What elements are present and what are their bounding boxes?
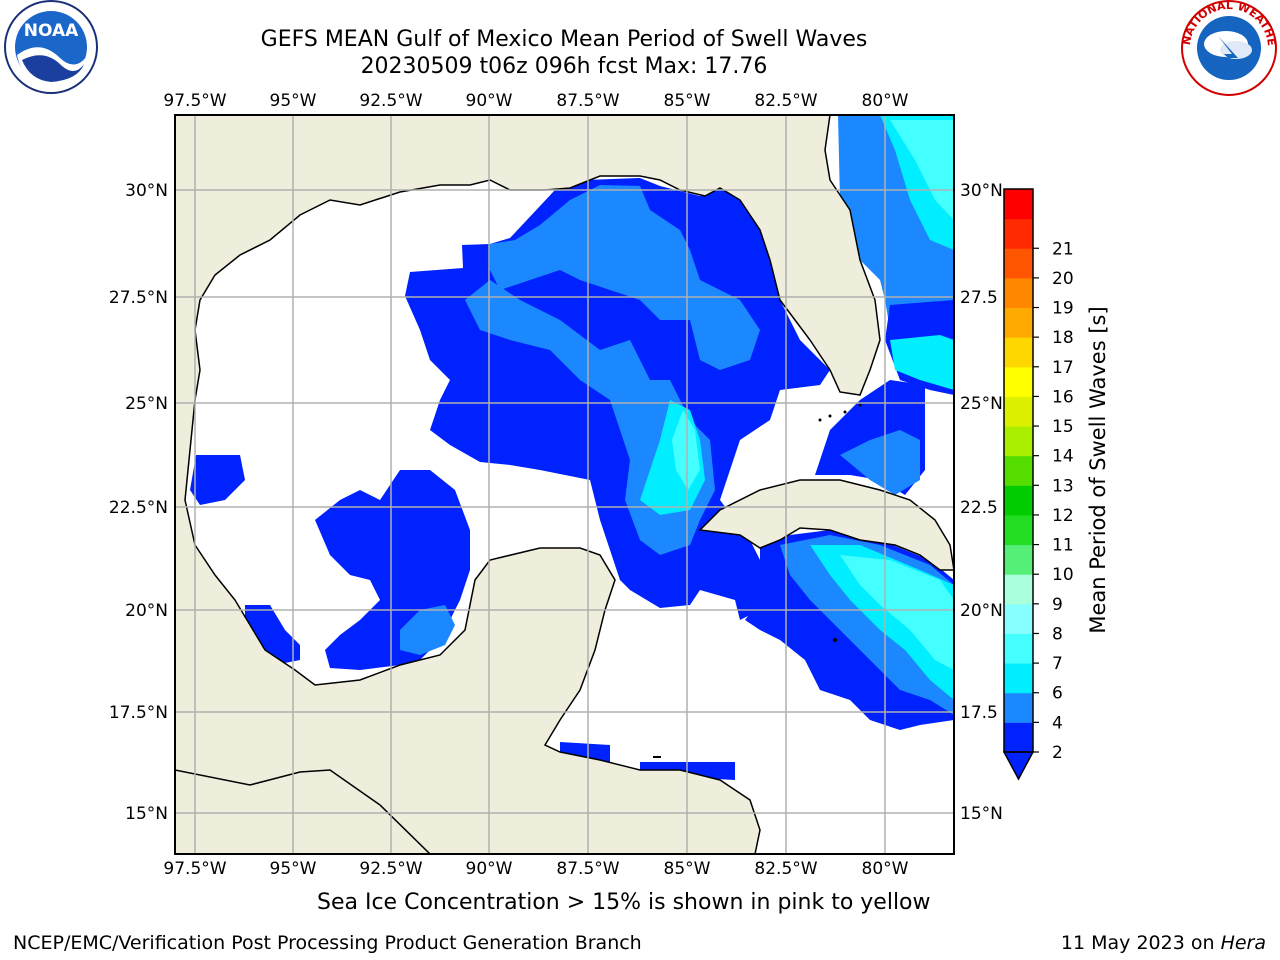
colorbar-tick-label: 14 [1052, 447, 1074, 467]
lon-tick: 80°W [862, 859, 909, 879]
lon-tick: 87.5°W [556, 859, 619, 879]
colorbar-tick-label: 15 [1052, 417, 1074, 437]
chart-title: GEFS MEAN Gulf of Mexico Mean Period of … [260, 27, 868, 52]
colorbar-bin [1004, 544, 1033, 575]
lon-labels-bottom: 97.5°W 95°W 92.5°W 90°W 87.5°W 85°W 82.5… [163, 859, 908, 879]
lon-tick: 82.5°W [754, 91, 817, 111]
colorbar-tick-label: 17 [1052, 358, 1074, 378]
colorbar-bin [1004, 663, 1033, 694]
footer-date: 11 May 2023 on Hera [1061, 932, 1266, 954]
colorbar-tick-label: 16 [1052, 387, 1074, 407]
colorbar-bin [1004, 722, 1033, 753]
colorbar-tick-label: 6 [1052, 684, 1063, 704]
colorbar-extend-arrow [1002, 751, 1035, 781]
lon-tick: 97.5°W [163, 91, 226, 111]
lat-tick: 20°N [960, 601, 1003, 621]
colorbar-tick-label: 8 [1052, 624, 1063, 644]
colorbar-tick-label: 11 [1052, 536, 1074, 556]
lat-labels-left: 30°N 27.5°N 25°N 22.5°N 20°N 17.5°N 15°N [109, 181, 168, 824]
lat-tick: 27.5°N [109, 288, 168, 308]
colorbar-bin [1004, 692, 1033, 723]
chart-subtitle: 20230509 t06z 096h fcst Max: 17.76 [360, 54, 768, 79]
colorbar-bin [1004, 485, 1033, 516]
lon-tick: 85°W [664, 859, 711, 879]
lat-tick: 30°N [960, 181, 1003, 201]
lat-tick: 22.5 [960, 498, 998, 518]
lon-tick: 97.5°W [163, 859, 226, 879]
lon-tick: 92.5°W [359, 859, 422, 879]
footer-credit: NCEP/EMC/Verification Post Processing Pr… [13, 932, 642, 954]
land-mass [175, 115, 954, 854]
colorbar-bin [1004, 633, 1033, 664]
colorbar-bin [1004, 218, 1033, 249]
colorbar-bin [1004, 189, 1033, 220]
lon-tick: 82.5°W [754, 859, 817, 879]
lat-tick: 20°N [125, 601, 168, 621]
sea-ice-note: Sea Ice Concentration > 15% is shown in … [317, 890, 931, 915]
colorbar-label: Mean Period of Swell Waves [s] [1086, 306, 1110, 633]
lat-labels-right: 30°N 27.5 25°N 22.5 20°N 17.5 15°N [960, 181, 1003, 824]
lat-tick: 17.5°N [109, 703, 168, 723]
nws-logo-icon: NATIONAL WEATHER SERVICE [0, 0, 1278, 96]
colorbar-tick-label: 4 [1052, 713, 1063, 733]
colorbar: 2 4 6 7 8 9 10 11 12 13 14 15 16 17 18 19 20 21 [1002, 188, 1074, 781]
colorbar-tick-label: 13 [1052, 476, 1074, 496]
colorbar-bin [1004, 248, 1033, 279]
lat-tick: 22.5°N [109, 498, 168, 518]
svg-text:NATIONAL WEATHER SERVICE: NATIONAL WEATHER SERVICE [0, 0, 1278, 47]
footer-host: Hera [1220, 932, 1266, 954]
colorbar-bin [1004, 574, 1033, 605]
lon-tick: 90°W [466, 859, 513, 879]
colorbar-bin [1004, 307, 1033, 338]
colorbar-bin [1004, 603, 1033, 634]
graticule [175, 115, 954, 854]
lon-tick: 92.5°W [359, 91, 422, 111]
colorbar-tick-label: 18 [1052, 328, 1074, 348]
lat-tick: 30°N [125, 181, 168, 201]
colorbar-tick-label: 21 [1052, 239, 1074, 259]
lat-tick: 15°N [960, 804, 1003, 824]
islands [653, 403, 862, 758]
colorbar-tick-label: 10 [1052, 565, 1074, 585]
lat-tick: 15°N [125, 804, 168, 824]
colorbar-tick-label: 19 [1052, 299, 1074, 319]
colorbar-tick-label: 7 [1052, 654, 1063, 674]
colorbar-bin [1004, 337, 1033, 368]
colorbar-bin [1004, 426, 1033, 457]
colorbar-tick-label: 2 [1052, 743, 1063, 763]
lat-tick: 25°N [960, 394, 1003, 414]
colorbar-bin [1004, 514, 1033, 546]
lon-tick: 87.5°W [556, 91, 619, 111]
colorbar-bin [1004, 455, 1033, 486]
colorbar-tick-label: 12 [1052, 506, 1074, 526]
colorbar-bin [1004, 366, 1033, 397]
lon-tick: 80°W [862, 91, 909, 111]
lat-tick: 27.5 [960, 288, 998, 308]
svg-text:NOAA: NOAA [24, 21, 79, 41]
colorbar-tick-label: 20 [1052, 269, 1074, 289]
colorbar-bin [1004, 396, 1033, 427]
lon-tick: 90°W [466, 91, 513, 111]
map-frame [174, 114, 955, 855]
lon-labels-top: 97.5°W 95°W 92.5°W 90°W 87.5°W 85°W 82.5… [163, 91, 908, 111]
lon-tick: 95°W [270, 91, 317, 111]
lon-tick: 95°W [270, 859, 317, 879]
colorbar-bin [1004, 277, 1033, 309]
footer-date-text: 11 May 2023 on [1060, 932, 1221, 954]
lon-tick: 85°W [664, 91, 711, 111]
noaa-logo-icon: NOAA [4, 0, 98, 94]
lat-tick: 25°N [125, 394, 168, 414]
colorbar-frame [1003, 188, 1034, 753]
colorbar-tick-label: 9 [1052, 595, 1063, 615]
lat-tick: 17.5 [960, 703, 998, 723]
